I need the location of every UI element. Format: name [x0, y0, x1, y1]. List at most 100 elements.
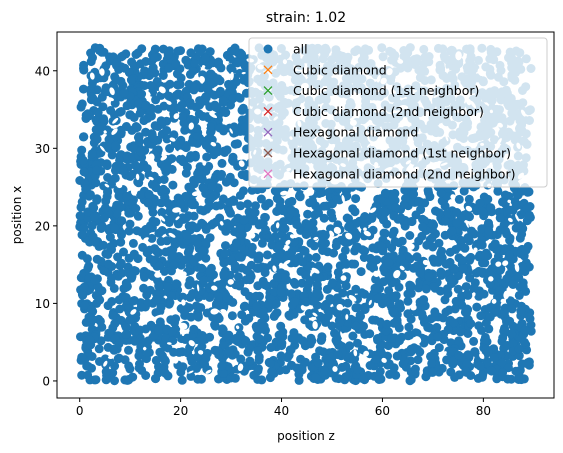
point-all [171, 279, 181, 289]
point-all [309, 296, 319, 306]
point-all [518, 282, 528, 292]
point-all [275, 201, 285, 211]
point-all [186, 114, 196, 124]
point-all [285, 311, 295, 321]
point-all [233, 272, 243, 282]
point-all [219, 269, 229, 279]
point-all [450, 372, 460, 382]
point-all [524, 210, 534, 220]
point-all [493, 186, 503, 196]
point-all [391, 370, 401, 380]
point-gap [363, 230, 371, 237]
point-all [134, 351, 144, 361]
point-all [426, 351, 435, 361]
point-all [447, 226, 457, 236]
point-all [352, 365, 362, 375]
point-gap [116, 181, 123, 189]
point-all [485, 312, 495, 322]
point-gap [414, 336, 422, 344]
point-all [105, 232, 115, 242]
point-all [241, 169, 251, 179]
y-tick-label: 10 [35, 297, 50, 311]
point-all [465, 212, 474, 222]
point-all [151, 295, 161, 305]
point-all [224, 346, 234, 356]
point-all [380, 188, 390, 198]
point-all [311, 373, 321, 382]
point-all [151, 308, 161, 318]
point-all [116, 258, 126, 268]
point-gap [154, 272, 162, 278]
point-all [276, 287, 286, 297]
point-all [403, 296, 413, 306]
point-all [128, 372, 138, 382]
point-all [165, 79, 175, 89]
point-all [228, 94, 238, 103]
point-all [124, 345, 133, 355]
point-all [99, 114, 109, 124]
point-all [380, 207, 390, 217]
point-all [227, 311, 237, 321]
point-all [168, 180, 178, 190]
point-all [320, 366, 330, 376]
point-all [495, 286, 505, 295]
y-tick-label: 30 [35, 142, 50, 156]
point-all [163, 50, 173, 60]
point-all [168, 235, 178, 244]
point-all [404, 322, 414, 332]
point-gap [329, 230, 335, 237]
point-all [112, 58, 122, 68]
point-all [186, 151, 196, 161]
point-all [270, 256, 280, 266]
point-all [384, 272, 394, 282]
point-all [440, 295, 450, 305]
point-gap [283, 259, 291, 265]
point-all [122, 101, 132, 111]
point-all [208, 219, 218, 229]
point-all [87, 78, 97, 88]
point-gap [89, 72, 95, 80]
point-all [415, 268, 425, 278]
point-gap [336, 303, 344, 311]
point-all [205, 134, 215, 144]
point-all [483, 194, 493, 204]
point-all [157, 226, 167, 235]
point-all [259, 321, 269, 331]
point-all [400, 185, 410, 195]
point-all [435, 254, 445, 264]
point-gap [169, 137, 176, 142]
point-all [97, 122, 107, 132]
point-all [453, 284, 463, 294]
point-all [237, 49, 247, 59]
point-all [301, 357, 310, 367]
point-all [410, 364, 420, 374]
point-all [84, 312, 94, 322]
point-all [99, 213, 109, 223]
point-all [384, 258, 394, 267]
point-all [457, 255, 467, 265]
point-all [513, 221, 523, 230]
point-all [112, 209, 122, 219]
point-all [238, 103, 248, 113]
point-all [143, 198, 153, 208]
point-all [490, 239, 500, 249]
point-all [103, 188, 113, 197]
point-gap [229, 128, 233, 134]
point-all [159, 175, 169, 184]
point-gap [209, 112, 218, 119]
point-all [110, 223, 120, 233]
point-all [135, 325, 145, 335]
point-gap [408, 243, 415, 250]
point-all [365, 329, 375, 339]
point-all [359, 253, 369, 262]
point-all [327, 321, 337, 331]
point-all [187, 199, 197, 209]
point-gap [472, 292, 476, 297]
point-gap [147, 153, 155, 162]
point-all [341, 308, 351, 318]
point-all [352, 230, 362, 240]
point-all [255, 219, 265, 229]
point-all [130, 160, 140, 170]
point-all [111, 74, 121, 84]
point-all [75, 176, 85, 185]
